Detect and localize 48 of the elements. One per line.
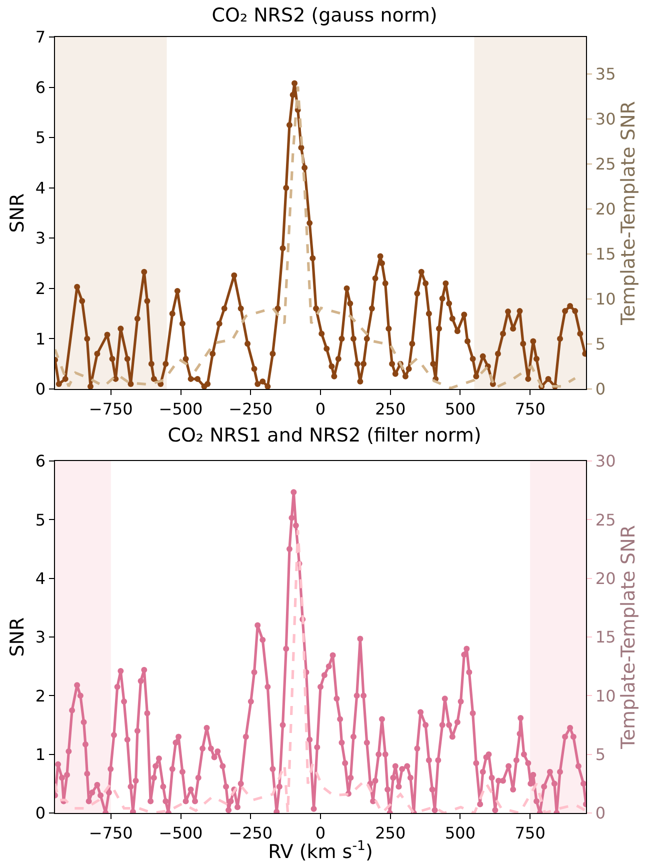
y-tick-label: 5	[35, 510, 46, 530]
y2-axis-title: Template-Template SNR	[617, 524, 640, 750]
y2-tick-label: 30	[595, 110, 616, 129]
y2-tick-label: 20	[595, 200, 616, 219]
chart-title: CO₂ NRS1 and NRS2 (filter norm)	[168, 424, 482, 446]
y2-tick-label: 0	[595, 804, 606, 823]
y-tick-label: 0	[35, 804, 46, 823]
y-tick-label: 1	[35, 329, 46, 348]
x-tick-label: 250	[375, 823, 406, 842]
y2-tick-label: 15	[595, 244, 616, 264]
y2-tick-label: 5	[595, 334, 606, 354]
y2-tick-label: 0	[595, 380, 606, 399]
x-tick-label: 500	[444, 399, 476, 418]
y-tick-label: 7	[35, 28, 46, 47]
y-tick-label: 6	[35, 452, 46, 471]
x-tick-label: 750	[514, 823, 546, 842]
chart-title: CO₂ NRS2 (gauss norm)	[212, 4, 438, 26]
y2-tick-label: 30	[595, 452, 616, 471]
y2-tick-label: 35	[595, 64, 616, 84]
y2-tick-label: 10	[595, 686, 616, 706]
x-tick-label: −750	[88, 399, 133, 418]
x-tick-label: 250	[375, 399, 406, 418]
y2-tick-label: 25	[595, 510, 616, 530]
y-tick-label: 4	[35, 178, 46, 198]
y2-tick-label: 20	[595, 568, 616, 588]
y2-tick-label: 15	[595, 628, 616, 647]
x-tick-label: 750	[514, 399, 546, 418]
y-tick-label: 5	[35, 128, 46, 148]
y2-tick-label: 25	[595, 154, 616, 174]
y-axis-title: SNR	[6, 193, 28, 233]
x-tick-label: −250	[228, 399, 273, 418]
y-tick-label: 1	[35, 744, 46, 764]
x-tick-label: −750	[88, 823, 133, 842]
y-axis-title: SNR	[6, 617, 28, 657]
x-tick-label: 0	[315, 399, 326, 418]
y2-tick-label: 5	[595, 744, 606, 764]
y-tick-label: 3	[35, 628, 46, 647]
y-tick-label: 4	[35, 568, 46, 588]
x-tick-label: −500	[158, 399, 203, 418]
y-tick-label: 2	[35, 686, 46, 706]
x-tick-label: 500	[444, 823, 476, 842]
y-tick-label: 6	[35, 78, 46, 97]
y-tick-label: 2	[35, 279, 46, 298]
x-tick-label: −500	[158, 823, 203, 842]
y2-tick-label: 10	[595, 290, 616, 309]
y-tick-label: 0	[35, 380, 46, 399]
y-tick-label: 3	[35, 228, 46, 248]
y2-axis-title: Template-Template SNR	[617, 100, 640, 326]
